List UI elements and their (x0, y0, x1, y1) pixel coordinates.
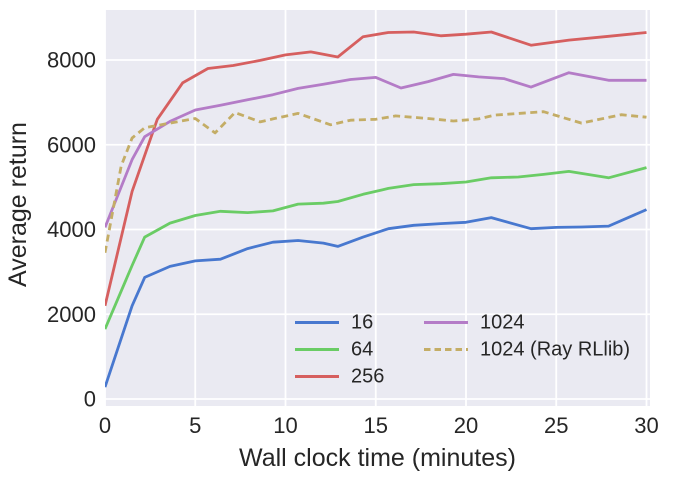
legend-item: 256 (295, 366, 384, 388)
legend-label: 16 (351, 312, 373, 334)
x-tick-label: 5 (189, 413, 201, 438)
x-axis-label: Wall clock time (minutes) (239, 444, 516, 472)
series-line-256 (105, 30, 647, 307)
y-axis-label: Average return (4, 122, 32, 287)
y-tick-label: 2000 (47, 302, 96, 327)
legend-label: 64 (351, 339, 373, 361)
legend-item: 1024 (424, 312, 525, 334)
series-line-64 (105, 166, 647, 330)
y-tick-label: 6000 (47, 132, 96, 157)
y-tick-label: 0 (84, 387, 96, 412)
legend: 16 64 256 1024 1024 (Ray RLlib) (295, 312, 630, 388)
x-tick-label: 10 (273, 413, 297, 438)
x-tick-label: 20 (454, 413, 478, 438)
legend-item: 1024 (Ray RLlib) (424, 339, 630, 361)
x-tick-label: 15 (364, 413, 388, 438)
y-tick-label: 4000 (47, 217, 96, 242)
legend-label: 256 (351, 366, 384, 388)
series-lines (105, 30, 648, 388)
x-tick-label: 30 (634, 413, 658, 438)
legend-item: 64 (295, 339, 373, 361)
x-tick-label: 25 (544, 413, 568, 438)
series-line-16 (105, 208, 648, 388)
series-line-1024-ray-rllib- (105, 110, 647, 254)
legend-item: 16 (295, 312, 373, 334)
legend-label: 1024 (480, 312, 525, 334)
x-tick-label: 0 (99, 413, 111, 438)
y-tick-label: 8000 (47, 48, 96, 73)
legend-label: 1024 (Ray RLlib) (480, 339, 630, 361)
series-line-1024 (105, 71, 647, 228)
